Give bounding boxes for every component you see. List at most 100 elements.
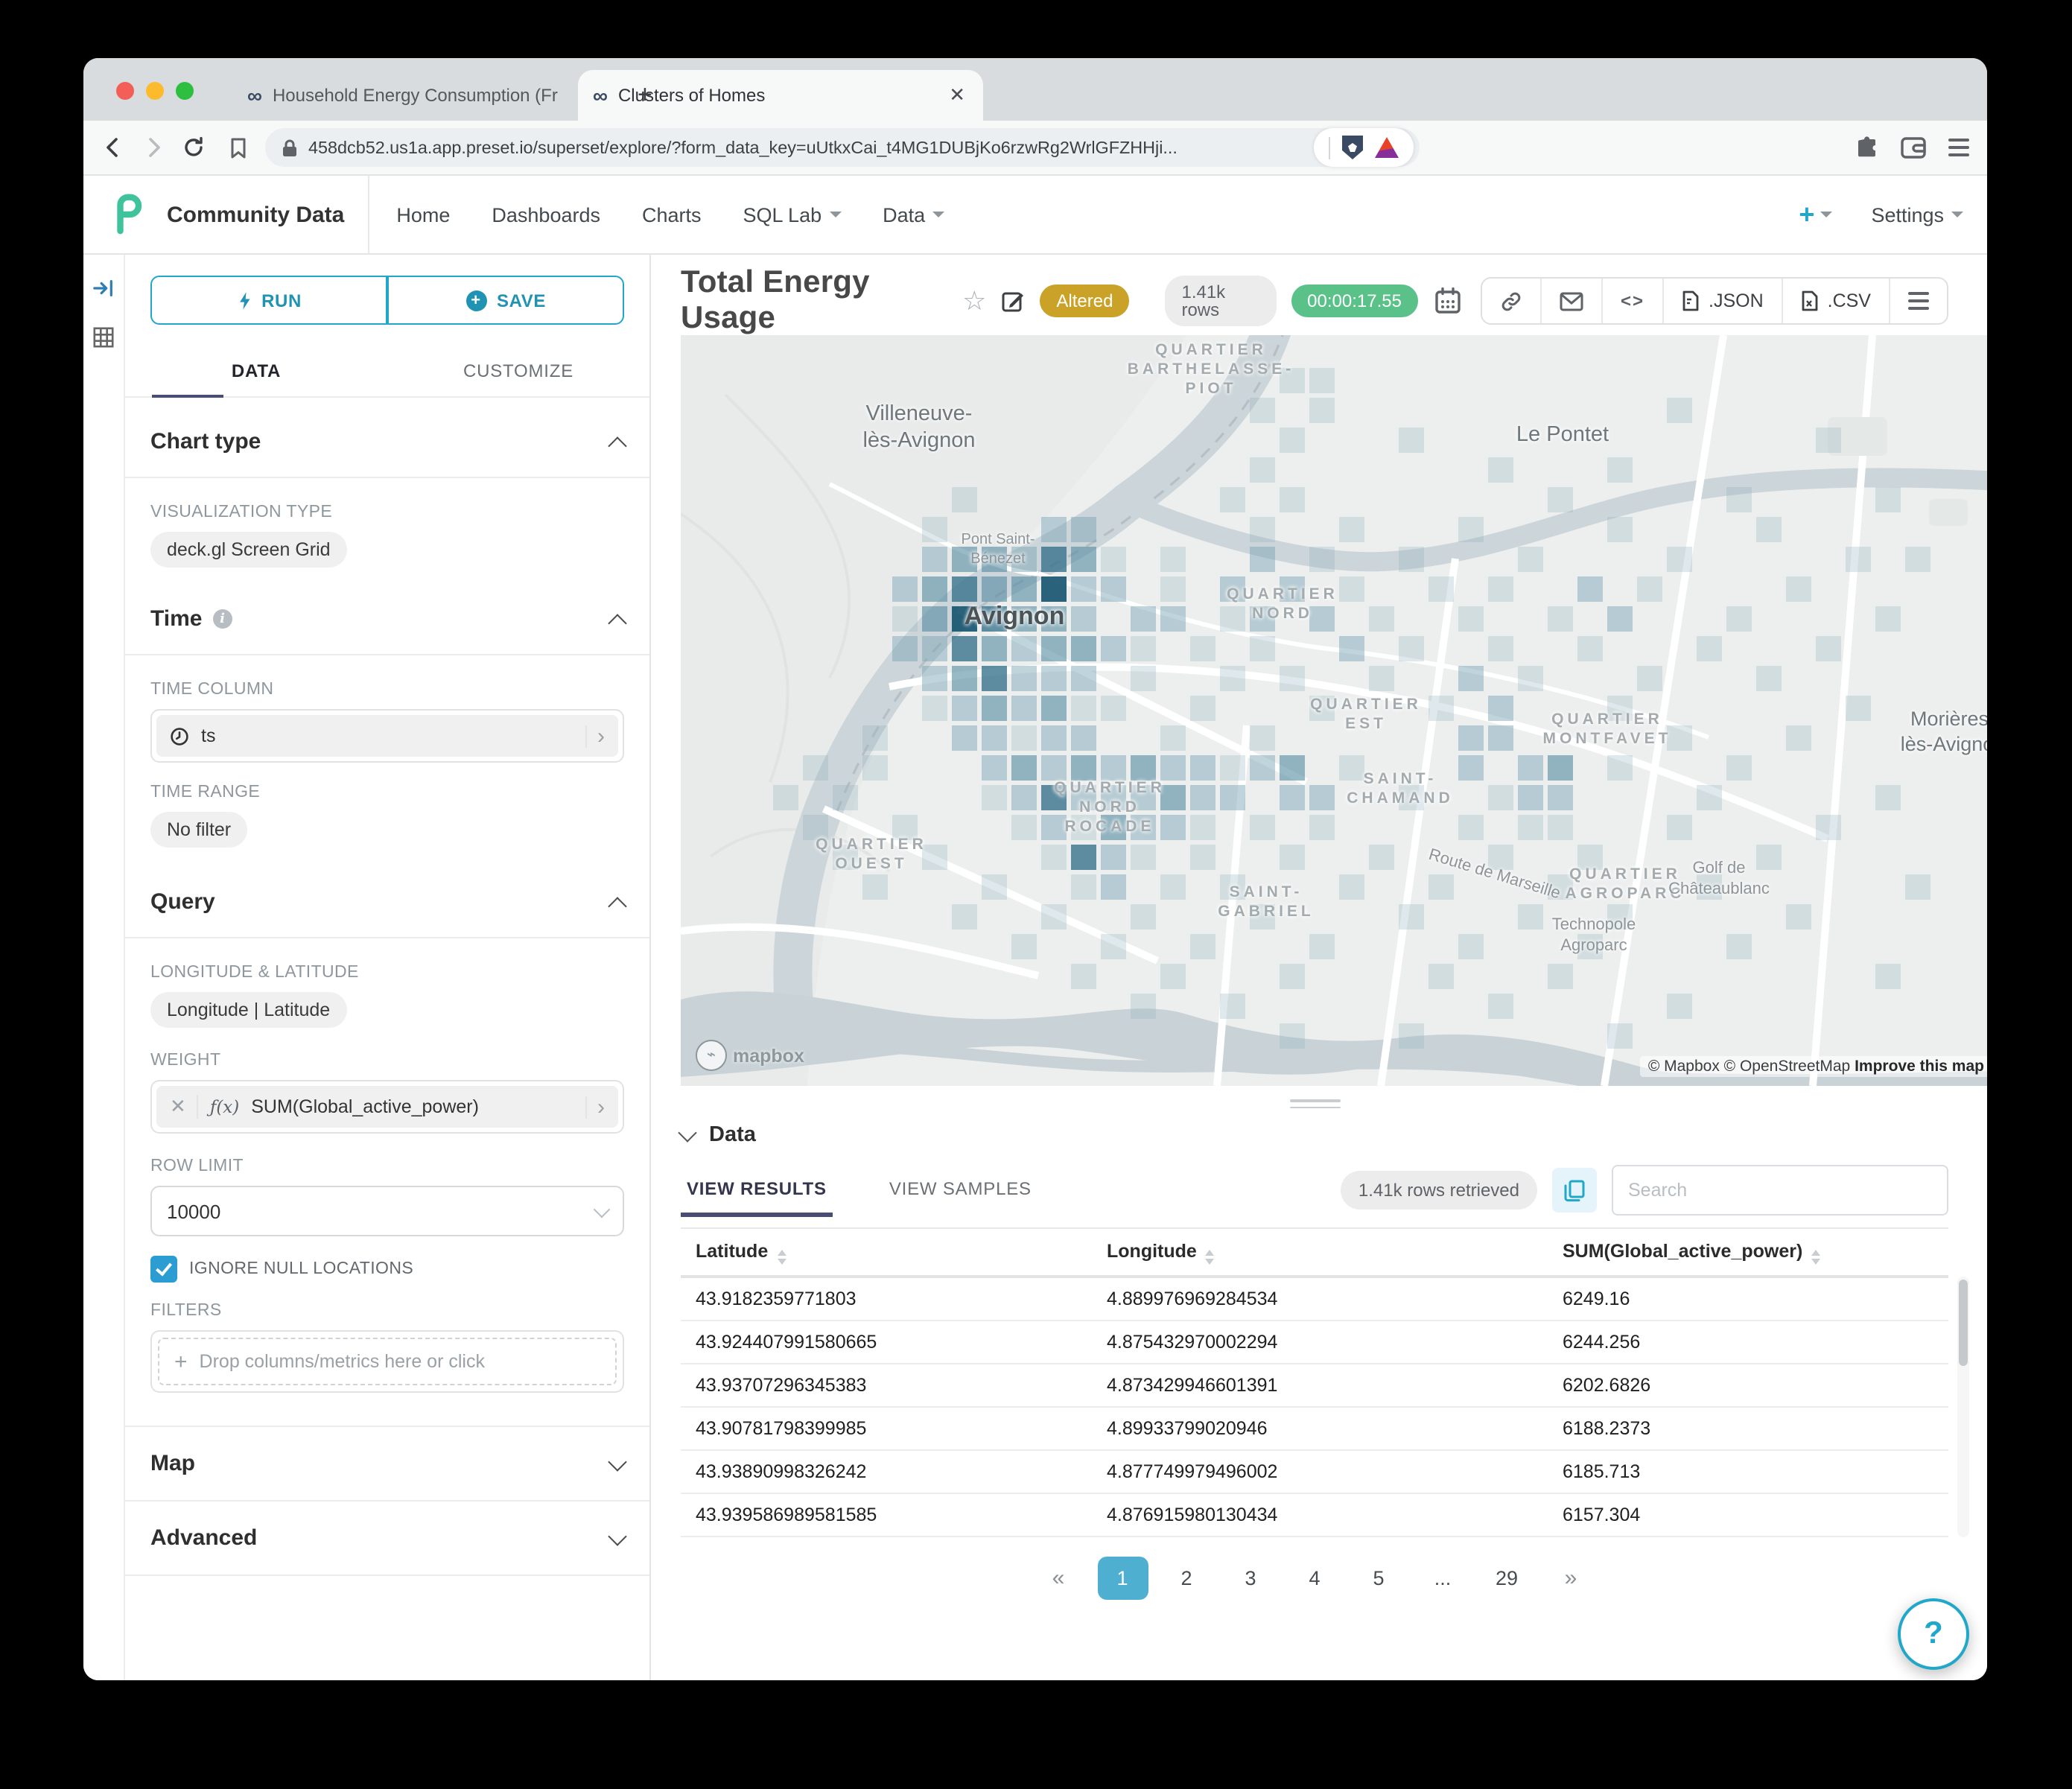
new-tab-button[interactable]: + <box>638 80 652 109</box>
close-button[interactable] <box>116 82 134 100</box>
tab-close-icon[interactable]: ✕ <box>949 83 965 106</box>
resize-handle[interactable] <box>1289 1099 1340 1109</box>
column-header[interactable]: Latitude <box>681 1229 1092 1279</box>
row-limit-select[interactable]: 10000 <box>150 1186 624 1236</box>
chevron-right-icon[interactable]: › <box>585 1096 615 1118</box>
pagination-page-2[interactable]: 2 <box>1180 1567 1192 1590</box>
sort-icon[interactable] <box>1205 1250 1215 1265</box>
chart-menu-button[interactable] <box>1889 279 1947 323</box>
viz-type-label: VISUALIZATION TYPE <box>150 503 333 521</box>
map-attribution[interactable]: © Mapbox © OpenStreetMap Improve this ma… <box>1640 1056 1987 1077</box>
data-tab-view-samples[interactable]: VIEW SAMPLES <box>889 1178 1032 1199</box>
sort-icon[interactable] <box>777 1250 786 1265</box>
new-button[interactable]: + <box>1799 199 1833 230</box>
search-input[interactable] <box>1612 1165 1948 1216</box>
preset-logo <box>107 194 149 235</box>
altered-badge[interactable]: Altered <box>1040 285 1130 317</box>
nav-item-charts[interactable]: Charts <box>642 203 702 226</box>
expand-datasource-icon[interactable] <box>92 277 115 299</box>
filters-label: FILTERS <box>150 1302 222 1320</box>
browser-window: ∞ Household Energy Consumption (Fr ∞ Clu… <box>83 58 1987 1680</box>
pagination-page-...[interactable]: ... <box>1434 1567 1452 1590</box>
pagination-prev[interactable]: « <box>1052 1566 1065 1592</box>
ignore-null-checkbox[interactable] <box>150 1256 177 1283</box>
mapbox-logo[interactable]: ⌁ mapbox <box>696 1040 804 1071</box>
copy-link-button[interactable] <box>1481 279 1540 323</box>
superset-navbar: Community Data Home Dashboards Charts SQL L… <box>83 176 1987 255</box>
bookmark-icon[interactable] <box>228 136 249 159</box>
url-field[interactable]: 458dcb52.us1a.app.preset.io/superset/exp… <box>265 128 1420 167</box>
back-icon[interactable] <box>101 136 125 159</box>
nav-item-dashboards[interactable]: Dashboards <box>492 203 600 226</box>
pagination-page-29[interactable]: 29 <box>1495 1567 1519 1590</box>
copy-data-button[interactable] <box>1552 1168 1597 1213</box>
results-table-wrap: Latitude Longitude SUM(Global_active_power… <box>681 1229 1969 1538</box>
chevron-right-icon[interactable]: › <box>585 725 615 747</box>
minimize-button[interactable] <box>146 82 164 100</box>
browser-tab-active[interactable]: ∞ Clusters of Homes ✕ <box>578 70 983 121</box>
lonlat-value[interactable]: Longitude | Latitude <box>150 992 347 1028</box>
pagination-page-1[interactable]: 1 <box>1097 1557 1148 1601</box>
collapse-icon <box>608 613 627 632</box>
nav-item-sql-lab[interactable]: SQL Lab <box>743 203 842 226</box>
pagination-next[interactable]: » <box>1564 1566 1577 1592</box>
section-chart-type[interactable]: Chart type <box>150 429 627 455</box>
edit-properties-icon[interactable] <box>1001 289 1025 313</box>
column-header[interactable]: SUM(Global_active_power) <box>1548 1229 1948 1279</box>
brave-shield-icon[interactable] <box>1342 136 1363 159</box>
pagination-page-4[interactable]: 4 <box>1309 1567 1321 1590</box>
results-table: Latitude Longitude SUM(Global_active_power… <box>681 1229 1948 1538</box>
email-button[interactable] <box>1539 279 1601 323</box>
browser-tab-inactive[interactable]: ∞ Household Energy Consumption (Fr <box>238 70 578 121</box>
data-tab-view-results[interactable]: VIEW RESULTS <box>681 1178 833 1217</box>
extensions-puzzle-icon[interactable] <box>1855 135 1880 160</box>
run-button[interactable]: RUN <box>150 276 387 325</box>
data-collapse-icon[interactable] <box>678 1123 697 1143</box>
viz-type-value[interactable]: deck.gl Screen Grid <box>150 532 347 568</box>
section-map[interactable]: Map <box>125 1427 649 1500</box>
table-scrollbar[interactable] <box>1957 1277 1969 1538</box>
export-csv-button[interactable]: .CSV <box>1781 279 1889 323</box>
filters-dropzone[interactable]: + Drop columns/metrics here or click <box>150 1330 624 1393</box>
time-column-control[interactable]: ts › <box>150 709 624 763</box>
pagination-page-3[interactable]: 3 <box>1245 1567 1256 1590</box>
brand[interactable]: Community Data <box>107 176 370 253</box>
save-button[interactable]: + SAVE <box>387 276 624 325</box>
url-text: 458dcb52.us1a.app.preset.io/superset/exp… <box>308 138 1178 157</box>
improve-map-link[interactable]: Improve this map <box>1855 1058 1984 1075</box>
table-row: 43.9182359771803 4.889976969284534 6249.16 <box>681 1277 1948 1322</box>
browser-tabbar: ∞ Household Energy Consumption (Fr ∞ Clu… <box>83 58 1987 121</box>
ignore-null-label: IGNORE NULL LOCATIONS <box>189 1260 414 1278</box>
reload-icon[interactable] <box>182 136 206 159</box>
forward-icon[interactable] <box>142 136 165 159</box>
column-header[interactable]: Longitude <box>1092 1229 1548 1279</box>
weight-control[interactable]: ✕ ƒ(x) SUM(Global_active_power) › <box>150 1080 624 1134</box>
panel-tab-customize[interactable]: CUSTOMIZE <box>463 360 574 381</box>
nav-item-home[interactable]: Home <box>396 203 451 226</box>
dataset-grid-icon[interactable] <box>92 326 115 349</box>
settings-menu[interactable]: Settings <box>1871 203 1963 226</box>
bat-rewards-icon[interactable] <box>1375 137 1399 158</box>
export-json-button[interactable]: .JSON <box>1662 279 1782 323</box>
panel-tab-data[interactable]: DATA <box>125 347 387 398</box>
function-icon: ƒ(x) <box>209 1096 240 1117</box>
collapse-icon <box>608 436 627 455</box>
table-row: 43.93890998326242 4.877749979496002 6185.7… <box>681 1450 1948 1495</box>
embed-code-button[interactable]: <> <box>1601 279 1662 323</box>
plus-icon: + <box>174 1349 188 1374</box>
section-time[interactable]: Time i <box>150 606 627 632</box>
pagination-page-5[interactable]: 5 <box>1373 1567 1385 1590</box>
remove-icon[interactable]: ✕ <box>170 1095 198 1119</box>
nav-item-data[interactable]: Data <box>883 203 945 226</box>
section-query[interactable]: Query <box>150 889 627 915</box>
time-range-value[interactable]: No filter <box>150 812 248 848</box>
sort-icon[interactable] <box>1811 1250 1821 1265</box>
section-advanced[interactable]: Advanced <box>125 1500 649 1574</box>
favorite-star-icon[interactable]: ☆ <box>962 285 987 315</box>
wallet-icon[interactable] <box>1901 136 1928 159</box>
browser-menu-icon[interactable] <box>1948 138 1969 157</box>
deckgl-screen-grid-map[interactable]: Villeneuve-lès-Avignon QUARTIER BARTHELASS… <box>681 335 1987 1086</box>
calendar-icon[interactable] <box>1433 286 1463 316</box>
zoom-button[interactable] <box>176 82 194 100</box>
help-button[interactable]: ? <box>1898 1598 1969 1670</box>
